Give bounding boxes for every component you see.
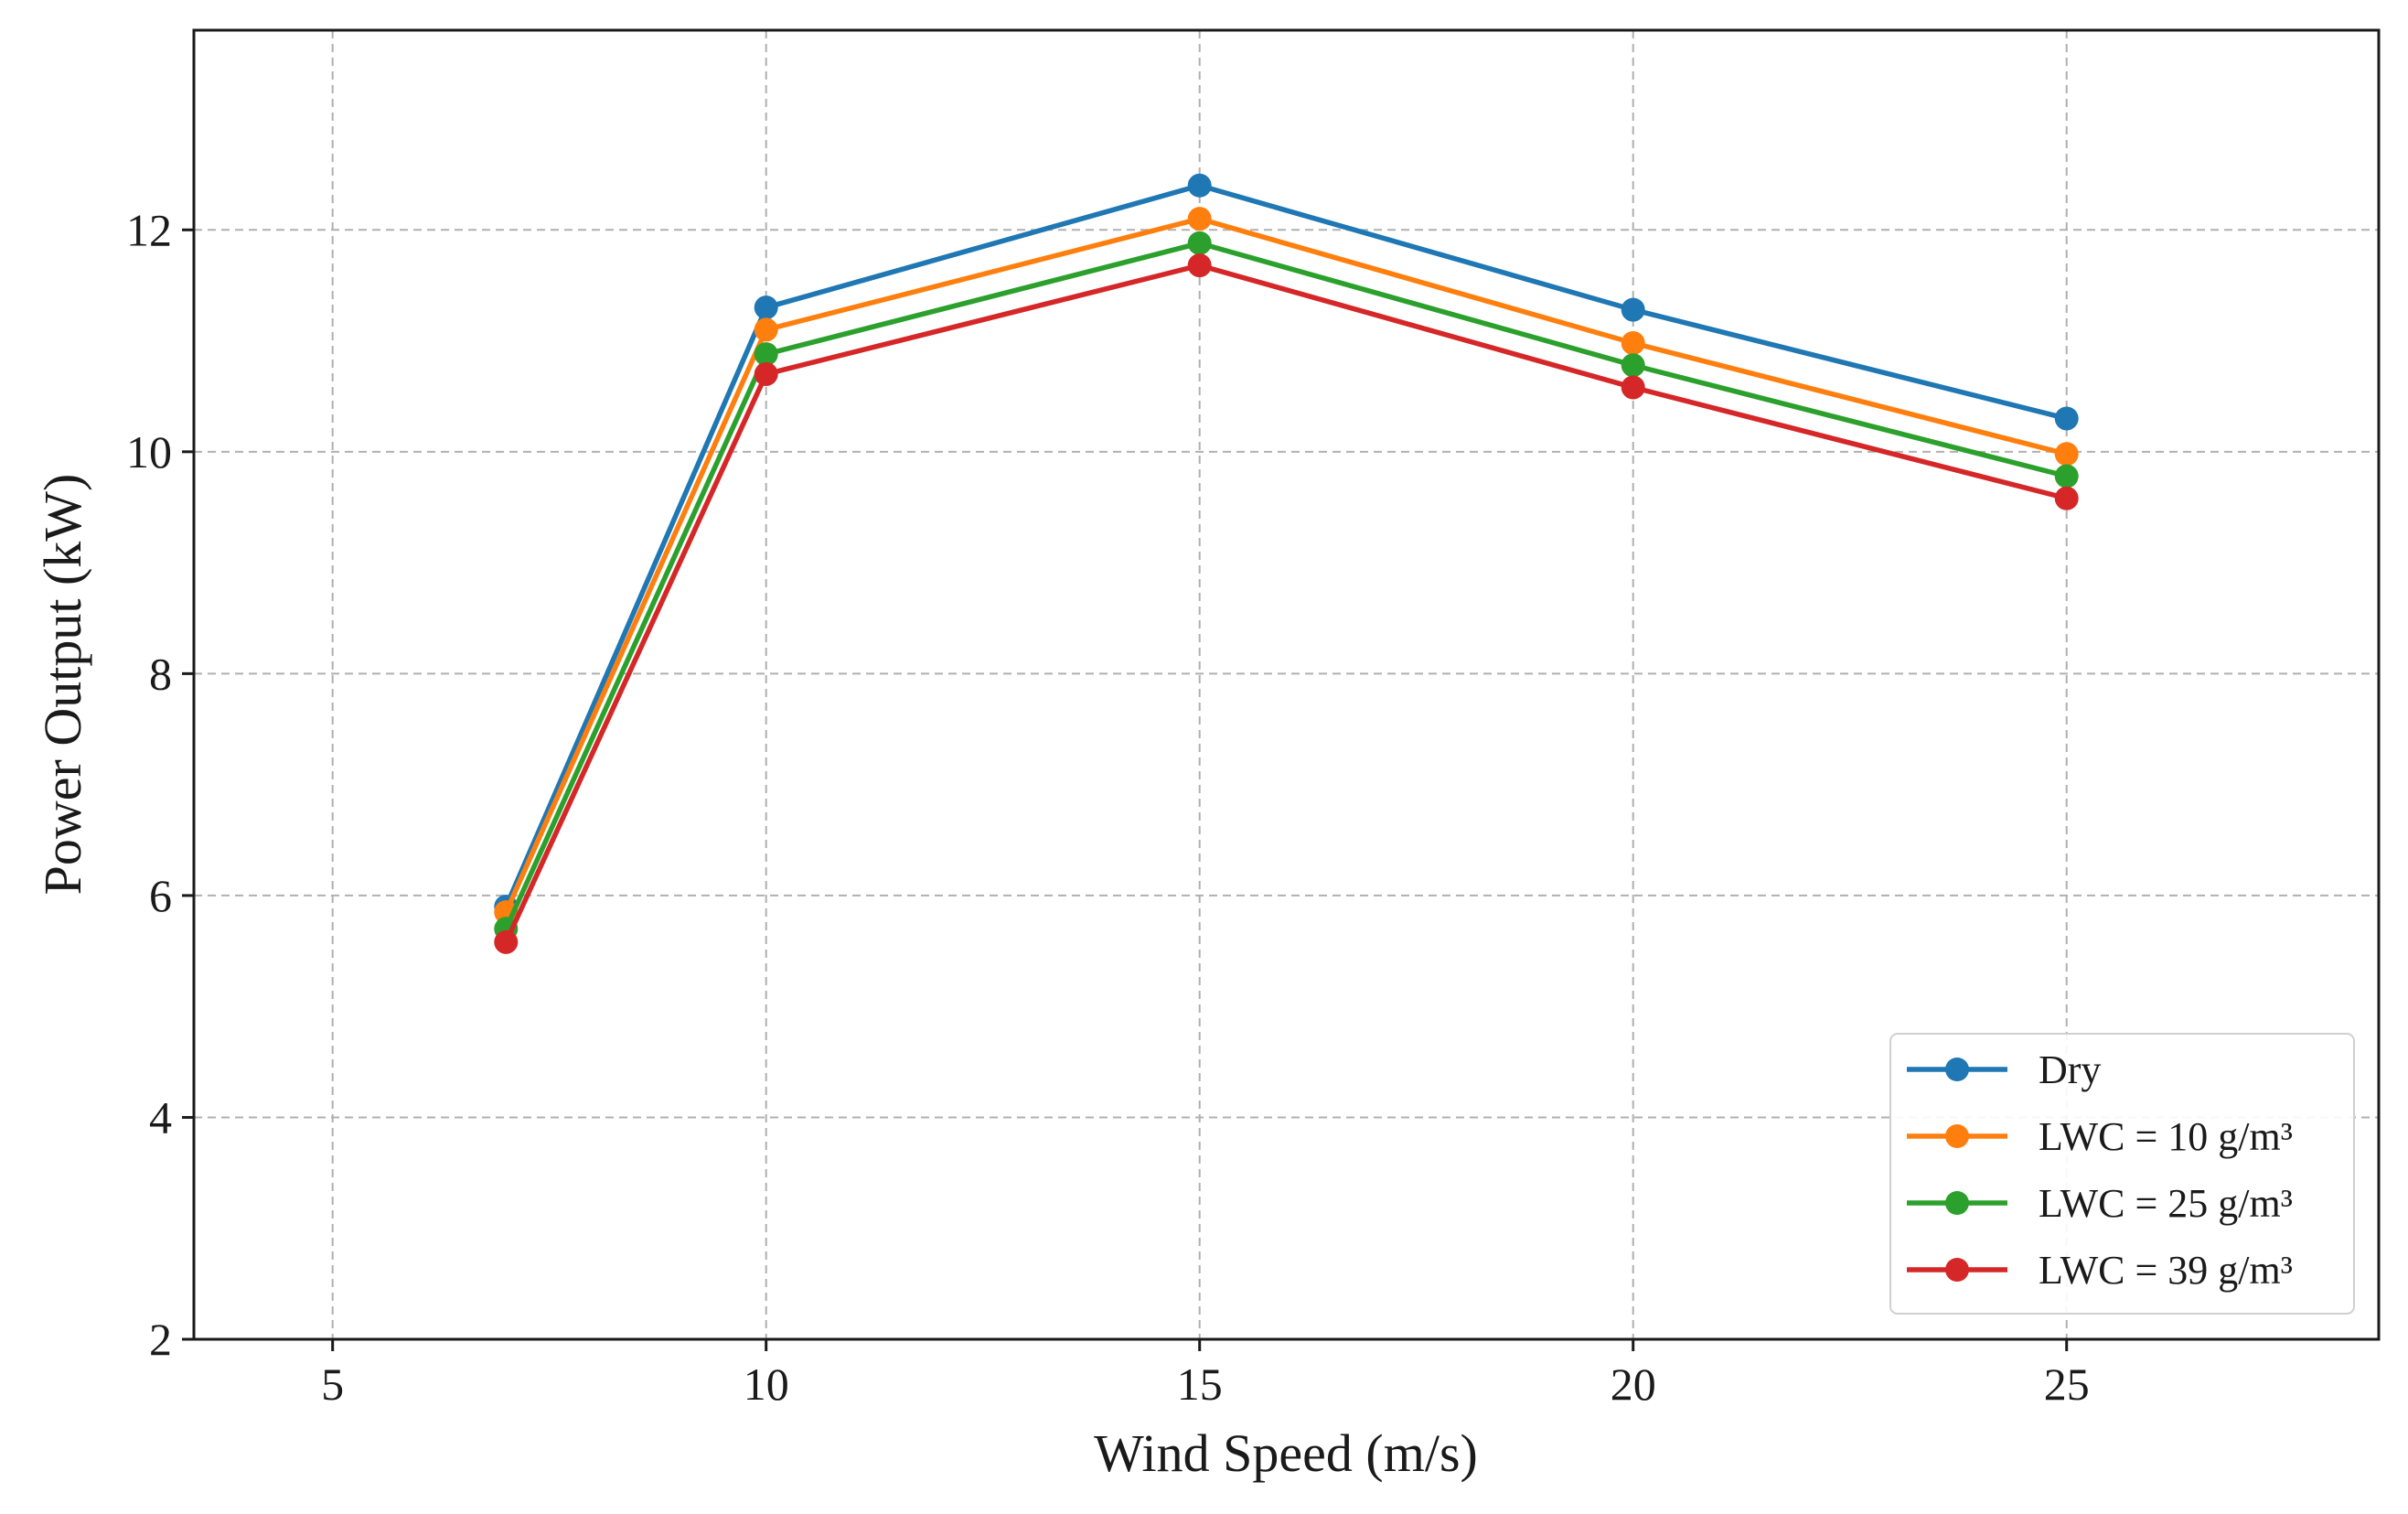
data-point [2054,486,2079,510]
data-point [1621,375,1645,400]
data-point [1621,330,1645,355]
data-point [2054,406,2079,431]
legend-marker [1945,1058,1969,1081]
x-tick-label: 5 [321,1358,344,1410]
data-point [1187,173,1212,198]
data-point [1621,297,1645,322]
legend-marker [1945,1191,1969,1215]
data-point [1187,207,1212,231]
data-point [754,317,778,342]
legend-label: LWC = 25 g/m³ [2039,1181,2293,1226]
legend-marker [1945,1258,1969,1282]
data-point [754,295,778,320]
y-tick-label: 4 [149,1091,172,1143]
legend-label: LWC = 39 g/m³ [2039,1248,2293,1293]
plot-frame [192,28,2381,1341]
y-tick-label: 2 [149,1314,172,1365]
y-tick-label: 6 [149,870,172,921]
legend-box [1889,1033,2355,1315]
data-point [2054,442,2079,467]
x-tick-label: 15 [1177,1358,1223,1410]
x-tick-label: 20 [1611,1358,1656,1410]
data-point [754,361,778,386]
x-tick-label: 10 [744,1358,789,1410]
legend-label: LWC = 10 g/m³ [2039,1114,2293,1159]
legend-label: Dry [2039,1047,2101,1092]
y-tick-label: 10 [126,426,172,478]
data-point [2054,464,2079,489]
data-point [754,342,778,367]
data-point [1187,231,1212,255]
data-point [1187,253,1212,278]
x-tick-label: 25 [2044,1358,2090,1410]
data-point [1621,353,1645,378]
y-tick-label: 8 [149,648,172,699]
legend-marker [1945,1124,1969,1148]
y-tick-label: 12 [126,204,172,255]
data-series [494,173,2079,954]
y-axis-title: Power Output (kW) [33,474,92,896]
legend: Dry LWC = 10 g/m³ LWC = 25 g/m³ LWC = 39 g/… [1889,1033,2355,1315]
axis-ticks: 5 10 15 20 25 2 4 6 8 10 12 [126,204,2090,1410]
x-axis-title: Wind Speed (m/s) [1094,1423,1478,1483]
data-point [494,929,519,954]
